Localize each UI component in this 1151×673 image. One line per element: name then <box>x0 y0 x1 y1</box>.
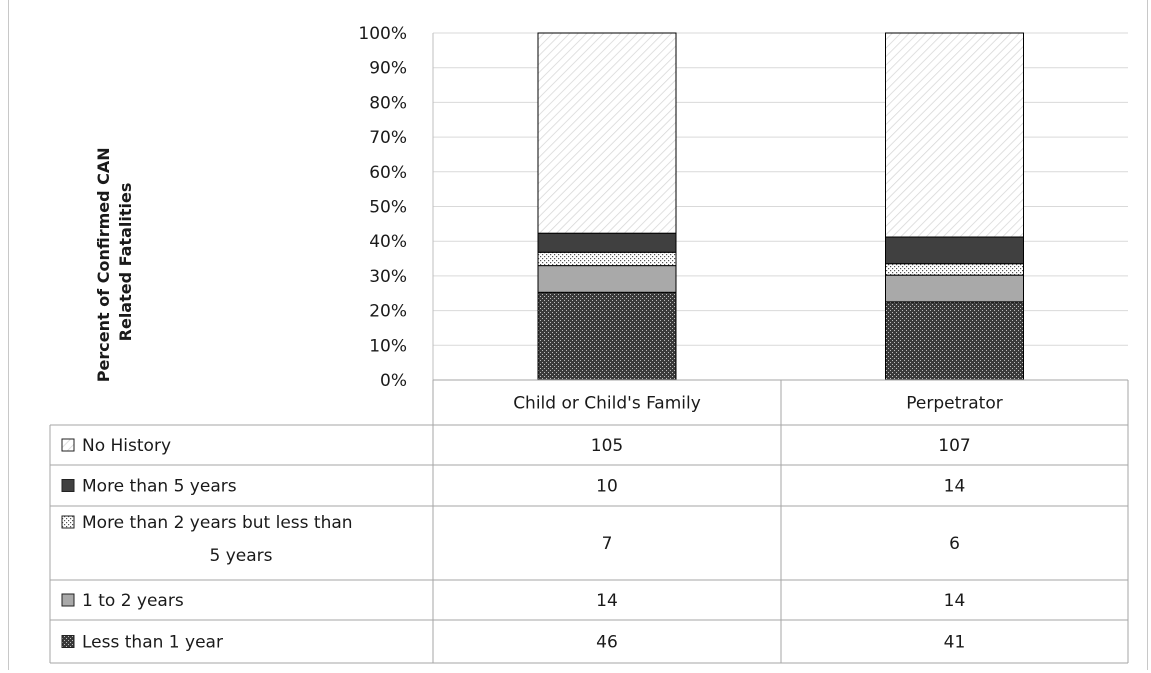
y-tick-label: 90% <box>369 59 407 79</box>
table-value: 41 <box>944 633 966 653</box>
y-tick-label: 20% <box>369 302 407 322</box>
bar-segment <box>537 32 677 234</box>
row-label: More than 2 years but less than <box>82 513 353 533</box>
legend-key <box>61 635 75 648</box>
table-value: 14 <box>596 591 618 611</box>
bar-segment <box>885 32 1024 238</box>
y-tick-label: 0% <box>380 371 407 391</box>
y-axis-label-line-1: Percent of Confirmed CAN <box>94 147 113 382</box>
y-tick-label: 10% <box>369 336 407 356</box>
bar-segment <box>537 251 677 267</box>
row-label: No History <box>82 436 171 456</box>
y-tick-label: 70% <box>369 128 407 148</box>
y-tick-label: 30% <box>369 267 407 287</box>
table-value: 14 <box>944 591 966 611</box>
row-label: Less than 1 year <box>82 633 223 653</box>
table-value: 7 <box>602 534 613 554</box>
bar-segment <box>537 291 677 381</box>
y-tick-label: 100% <box>358 24 407 44</box>
category-label: Perpetrator <box>906 394 1002 414</box>
table-value: 14 <box>944 477 966 497</box>
bars <box>537 32 1024 381</box>
y-tick-label: 40% <box>369 232 407 252</box>
table-value: 10 <box>596 477 618 497</box>
table-value: 105 <box>591 436 623 456</box>
category-label: Child or Child's Family <box>513 394 701 414</box>
table-value: 46 <box>596 633 618 653</box>
table-value: 107 <box>938 436 970 456</box>
legend-key <box>61 438 75 452</box>
row-label: 1 to 2 years <box>82 591 184 611</box>
y-axis-ticks: 0% 10% 20% 30% 40% 50% 60% 70% 80% 90% 100% <box>358 24 407 391</box>
row-label: More than 5 years <box>82 477 237 497</box>
table-value: 6 <box>949 534 960 554</box>
y-tick-label: 50% <box>369 198 407 218</box>
legend-key <box>61 515 75 529</box>
row-label: 5 years <box>209 546 272 566</box>
y-tick-label: 80% <box>369 93 407 113</box>
y-axis-label: Percent of Confirmed CAN Related Fatalit… <box>94 142 135 382</box>
legend-key <box>61 593 75 607</box>
bar-segment <box>885 301 1024 381</box>
bar-segment <box>885 263 1024 276</box>
bar-segment <box>537 232 677 253</box>
data-table: Child or Child's Family Perpetrator No His… <box>49 379 1129 664</box>
y-tick-label: 60% <box>369 163 407 183</box>
bar-segment <box>537 265 677 293</box>
y-axis-label-line-2: Related Fatalities <box>116 183 135 342</box>
bar-segment <box>885 236 1024 265</box>
bar-segment <box>885 274 1024 303</box>
legend-key <box>61 479 75 492</box>
chart-frame <box>8 0 1148 670</box>
